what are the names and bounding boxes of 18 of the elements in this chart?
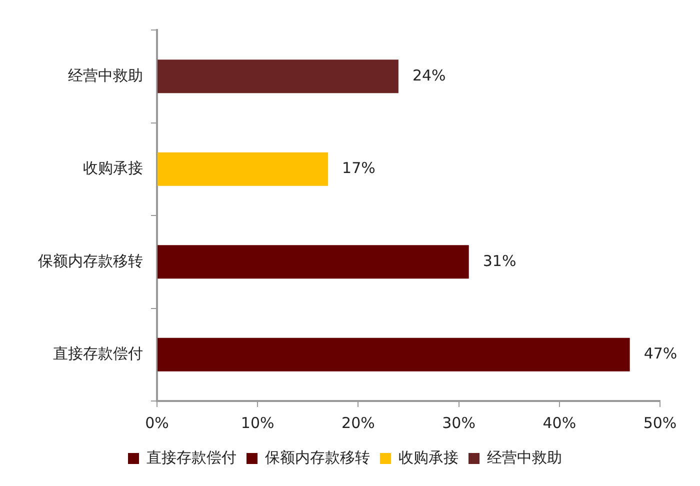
data-label: 24% bbox=[412, 66, 446, 84]
x-tick-label: 20% bbox=[342, 414, 375, 432]
x-tick-label: 30% bbox=[442, 414, 476, 432]
x-tick-label: 50% bbox=[643, 414, 677, 432]
data-label: 47% bbox=[644, 344, 678, 363]
data-label: 31% bbox=[482, 252, 516, 270]
x-tick-label: 10% bbox=[240, 414, 274, 432]
y-tick-label: 经营中救助 bbox=[68, 66, 143, 84]
legend-label: 直接存款偿付 bbox=[146, 448, 236, 466]
x-tick-label: 40% bbox=[542, 414, 576, 432]
y-tick-label: 收购承接 bbox=[83, 159, 143, 178]
y-tick-label: 保额内存款移转 bbox=[38, 252, 143, 270]
x-tick-label: 0% bbox=[145, 414, 169, 432]
y-tick-label: 直接存款偿付 bbox=[53, 344, 143, 363]
data-label: 17% bbox=[342, 159, 376, 178]
legend-label: 经营中救助 bbox=[487, 448, 562, 466]
legend-label: 收购承接 bbox=[398, 448, 458, 466]
legend-label: 保额内存款移转 bbox=[265, 448, 370, 466]
